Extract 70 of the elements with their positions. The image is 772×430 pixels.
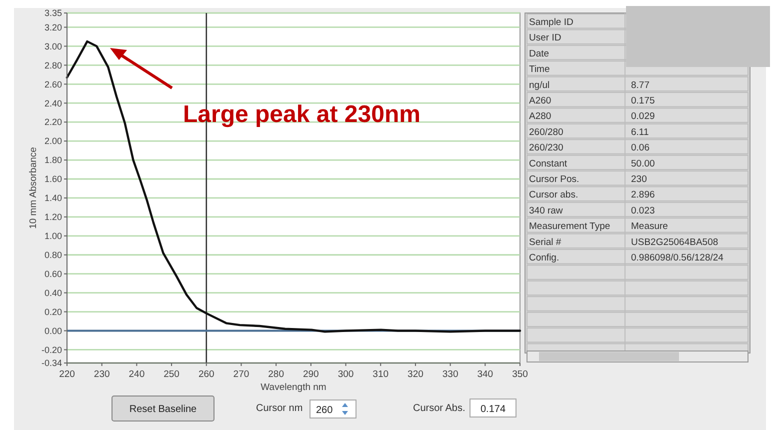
- x-tick-label: 240: [128, 369, 145, 380]
- y-tick-label: 0.20: [44, 306, 62, 317]
- y-tick-label: 2.20: [44, 117, 62, 128]
- x-tick-label: 260: [198, 369, 214, 380]
- text: 260/280: [529, 126, 564, 138]
- y-tick-label: 0.40: [44, 288, 62, 298]
- text: Cursor abs.: [529, 190, 578, 201]
- y-tick-label: 2.00: [44, 136, 62, 146]
- x-tick-label: 340: [477, 369, 494, 380]
- y-tick-label: 0.80: [44, 250, 62, 260]
- x-tick-label: 250: [164, 369, 180, 380]
- text: Cursor Abs.: [413, 403, 466, 414]
- y-axis-title: 10 mm Absorbance: [28, 147, 39, 229]
- text: 0.029: [631, 111, 655, 122]
- text: 0.986098/0.56/128/24: [631, 252, 724, 264]
- text: Measure: [631, 221, 668, 232]
- text: 260: [316, 405, 334, 416]
- y-tick-label: 2.60: [44, 79, 62, 90]
- text: 260/230: [529, 142, 564, 154]
- x-tick-label: 290: [302, 369, 319, 380]
- y-tick-label: 3.35: [44, 8, 62, 18]
- text: Serial #: [529, 236, 562, 248]
- y-tick-label: 3.00: [44, 41, 62, 52]
- text: 8.77: [631, 80, 650, 91]
- y-tick-label: 2.40: [44, 98, 62, 108]
- text: Cursor nm: [256, 403, 303, 414]
- text: A280: [529, 111, 552, 122]
- text: 2.896: [631, 190, 655, 201]
- text: A260: [529, 96, 552, 106]
- text: Time: [529, 64, 550, 76]
- x-tick-label: 350: [512, 369, 528, 380]
- text: Config.: [529, 252, 560, 264]
- y-tick-label: 1.20: [44, 212, 62, 222]
- y-tick-label: -0.34: [41, 358, 62, 368]
- line-series: [66, 40, 522, 333]
- text: 50.00: [631, 158, 655, 170]
- x-axis-title: Wavelength nm: [260, 382, 326, 393]
- text: Sample ID: [529, 17, 574, 28]
- text: Reset Baseline: [129, 404, 198, 415]
- text: 0.023: [631, 205, 655, 216]
- x-tick-label: 270: [233, 369, 250, 380]
- text: 0.06: [631, 142, 650, 154]
- y-tick-label: 3.20: [44, 22, 62, 32]
- x-tick-label: 330: [442, 369, 458, 380]
- text: 6.11: [631, 126, 649, 138]
- x-tick-label: 220: [59, 369, 75, 380]
- text: Constant: [529, 158, 568, 170]
- x-tick-label: 300: [338, 369, 354, 380]
- text: 0.174: [480, 404, 506, 415]
- x-tick-label: 320: [408, 369, 424, 380]
- y-tick-label: 2.80: [44, 60, 62, 70]
- y-tick-label: 1.40: [44, 193, 62, 204]
- y-tick-label: 1.60: [44, 174, 62, 184]
- y-tick-label: 1.80: [44, 155, 62, 166]
- x-tick-label: 280: [268, 369, 284, 380]
- x-tick-label: 310: [372, 369, 389, 380]
- text: 340 raw: [529, 205, 563, 216]
- text: 230: [631, 174, 647, 185]
- text: User ID: [529, 32, 562, 44]
- text: Date: [529, 48, 550, 60]
- text: Measurement Type: [529, 221, 610, 232]
- y-tick-label: -0.20: [41, 344, 62, 355]
- text: ng/ul: [529, 80, 550, 91]
- text: USB2G25064BA508: [631, 236, 718, 248]
- y-tick-label: 1.00: [44, 231, 62, 242]
- text: 0.175: [631, 96, 655, 106]
- y-tick-label: 0.60: [44, 268, 62, 279]
- x-tick-label: 230: [94, 369, 110, 380]
- y-tick-label: 0.00: [44, 326, 62, 336]
- text: Cursor Pos.: [529, 174, 580, 185]
